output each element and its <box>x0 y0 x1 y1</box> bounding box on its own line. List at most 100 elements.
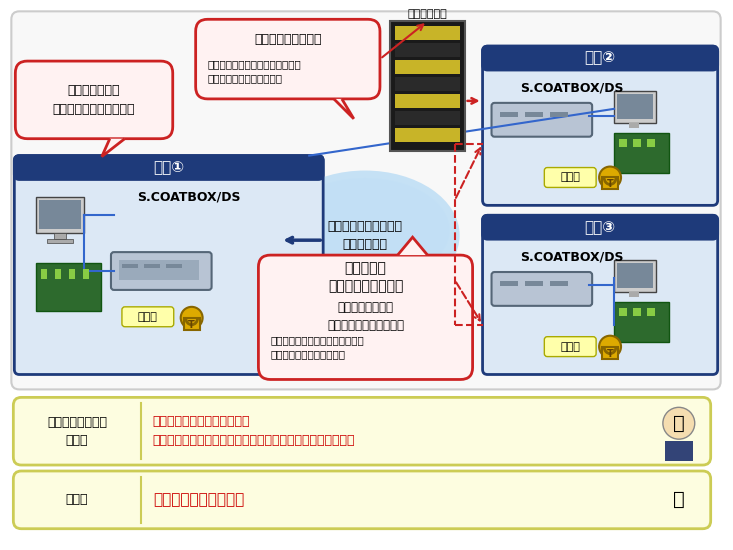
FancyBboxPatch shape <box>13 398 711 465</box>
Text: T: T <box>188 320 195 330</box>
Bar <box>617 94 653 119</box>
FancyBboxPatch shape <box>15 156 323 179</box>
Text: 拠点①: 拠点① <box>153 160 184 175</box>
Ellipse shape <box>270 170 460 300</box>
Text: 利用者: 利用者 <box>66 493 89 507</box>
Bar <box>629 123 639 128</box>
Bar <box>647 308 655 316</box>
Bar <box>501 281 518 286</box>
Text: ・日立情報通信エンジニアリング
からの提供サービスを活用: ・日立情報通信エンジニアリング からの提供サービスを活用 <box>207 59 301 83</box>
Bar <box>36 197 84 233</box>
Text: 通信拠点ごとに
ゲートウェイとして設置: 通信拠点ごとに ゲートウェイとして設置 <box>53 84 136 116</box>
Text: 鍵の管理作業が削減できる！
設置するだけで既存のインターネット回線を高セキュア化！: 鍵の管理作業が削減できる！ 設置するだけで既存のインターネット回線を高セキュア化… <box>152 415 356 447</box>
Bar <box>184 318 199 329</box>
Text: 拠点③: 拠点③ <box>584 220 616 235</box>
Text: インターネット回線を
高セキュア化: インターネット回線を 高セキュア化 <box>328 219 402 251</box>
Bar <box>619 139 627 147</box>
Circle shape <box>663 408 695 439</box>
Text: 👤: 👤 <box>673 491 685 509</box>
Circle shape <box>599 167 621 189</box>
FancyBboxPatch shape <box>482 46 718 70</box>
FancyBboxPatch shape <box>545 168 596 188</box>
Bar <box>633 139 641 147</box>
Bar <box>614 260 656 292</box>
FancyBboxPatch shape <box>545 337 596 356</box>
Bar <box>602 346 618 359</box>
Bar <box>482 227 718 239</box>
Text: 拠点②: 拠点② <box>584 51 616 65</box>
Text: T: T <box>607 349 614 359</box>
Bar <box>390 21 465 151</box>
Text: セキュリティ部門
管理者: セキュリティ部門 管理者 <box>47 416 107 447</box>
Bar <box>395 94 460 108</box>
Bar <box>166 264 182 268</box>
Bar <box>83 269 89 279</box>
Text: データ: データ <box>560 173 580 183</box>
Bar <box>36 263 101 311</box>
Bar <box>395 43 460 57</box>
PathPatch shape <box>397 237 427 255</box>
FancyBboxPatch shape <box>13 471 711 529</box>
Bar <box>629 292 639 297</box>
FancyBboxPatch shape <box>196 19 380 99</box>
FancyBboxPatch shape <box>122 307 174 327</box>
Text: データ: データ <box>138 312 158 322</box>
Text: 【鍵管理サービス】: 【鍵管理サービス】 <box>254 32 322 46</box>
Bar <box>144 264 160 268</box>
Text: 自動で暗号化される！: 自動で暗号化される！ <box>152 492 244 507</box>
Bar <box>614 91 656 123</box>
Bar <box>15 168 323 179</box>
Circle shape <box>599 336 621 358</box>
Bar <box>55 269 61 279</box>
Text: 👤: 👤 <box>673 414 685 433</box>
FancyBboxPatch shape <box>11 12 721 389</box>
Bar <box>54 233 66 239</box>
Text: データ: データ <box>560 342 580 351</box>
Ellipse shape <box>280 178 449 283</box>
Bar <box>395 26 460 40</box>
Bar <box>602 178 618 189</box>
Bar <box>69 269 75 279</box>
Text: 日立独自の
【鍵付け替え技術】: 日立独自の 【鍵付け替え技術】 <box>328 261 403 293</box>
Bar <box>665 441 693 461</box>
Text: 鍵管理サーバ: 鍵管理サーバ <box>408 9 447 19</box>
PathPatch shape <box>334 99 354 119</box>
Bar <box>482 58 718 70</box>
Text: 拠点間で活用する
暗号鍵を自動でやりとり: 拠点間で活用する 暗号鍵を自動でやりとり <box>327 301 404 332</box>
Bar <box>614 133 668 173</box>
Bar <box>526 281 543 286</box>
Bar <box>41 269 47 279</box>
FancyBboxPatch shape <box>259 255 473 380</box>
Text: S.COATBOX/DS: S.COATBOX/DS <box>520 251 624 263</box>
FancyBboxPatch shape <box>492 103 592 137</box>
Text: T: T <box>607 179 614 189</box>
FancyBboxPatch shape <box>111 252 212 290</box>
Bar <box>501 112 518 117</box>
Bar <box>395 77 460 91</box>
Bar <box>617 263 653 288</box>
PathPatch shape <box>102 139 125 157</box>
Bar <box>47 239 73 243</box>
Bar <box>119 260 199 280</box>
Text: S.COATBOX/DS: S.COATBOX/DS <box>137 191 240 204</box>
Bar <box>619 308 627 316</box>
Circle shape <box>181 307 202 329</box>
FancyBboxPatch shape <box>482 215 718 239</box>
FancyBboxPatch shape <box>492 272 592 306</box>
Bar <box>550 112 568 117</box>
Bar <box>647 139 655 147</box>
Bar <box>395 111 460 125</box>
Bar <box>40 200 81 229</box>
Bar <box>526 112 543 117</box>
Bar <box>633 308 641 316</box>
Bar <box>122 264 138 268</box>
FancyBboxPatch shape <box>482 215 718 375</box>
FancyBboxPatch shape <box>15 156 323 375</box>
FancyBboxPatch shape <box>482 46 718 205</box>
Bar <box>395 128 460 142</box>
Text: S.COATBOX/DS: S.COATBOX/DS <box>520 81 624 95</box>
FancyBboxPatch shape <box>15 61 173 139</box>
Bar <box>614 302 668 342</box>
Bar <box>395 60 460 74</box>
Text: ・日立情報通信エンジニアリング
からの提供サービスを活用: ・日立情報通信エンジニアリング からの提供サービスを活用 <box>270 336 364 360</box>
